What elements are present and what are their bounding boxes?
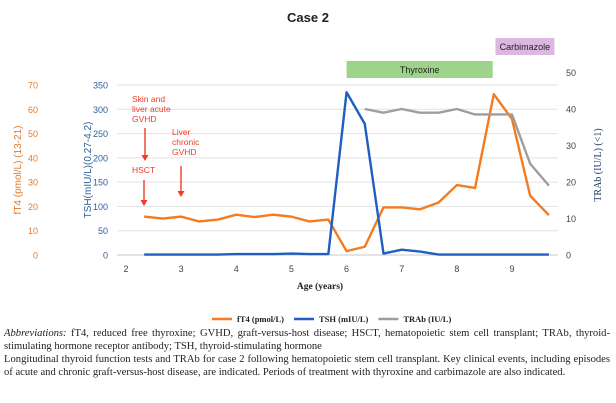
ft4-tick-label: 40 — [28, 153, 38, 163]
x-tick-label: 8 — [454, 264, 459, 274]
annotation-text: HSCT — [132, 165, 155, 175]
chart-title: Case 2 — [287, 10, 329, 25]
annotation-text: chronic — [172, 137, 200, 147]
ft4-tick-label: 30 — [28, 178, 38, 188]
trab-tick-label: 10 — [566, 214, 576, 224]
tsh-axis-title: TSH(mIU/L)(0.27-4.2) — [83, 122, 94, 219]
legend-label: fT4 (pmol/L) — [237, 314, 284, 324]
x-tick-label: 5 — [289, 264, 294, 274]
annotation-text: liver acute — [132, 104, 171, 114]
tsh-tick-label: 300 — [93, 105, 108, 115]
trab-tick-label: 0 — [566, 251, 571, 261]
ft4-tick-label: 10 — [28, 226, 38, 236]
trab-tick-label: 30 — [566, 141, 576, 151]
x-tick-label: 3 — [179, 264, 184, 274]
ft4-tick-label: 0 — [33, 251, 38, 261]
x-tick-label: 2 — [123, 264, 128, 274]
x-tick-label: 9 — [509, 264, 514, 274]
treatment-bar-thyroxine — [346, 61, 493, 78]
annotation-text: Skin and — [132, 94, 165, 104]
annotation-text: GVHD — [132, 114, 157, 124]
tsh-tick-label: 200 — [93, 153, 108, 163]
ft4-tick-label: 50 — [28, 129, 38, 139]
series-line-ft4 — [144, 93, 550, 253]
treatment-label: Carbimazole — [500, 42, 551, 52]
ft4-tick-label: 20 — [28, 202, 38, 212]
tsh-tick-label: 350 — [93, 81, 108, 91]
arrow-head-icon — [140, 200, 148, 206]
series-line-trab — [364, 107, 550, 187]
trab-tick-label: 50 — [566, 68, 576, 78]
tsh-tick-label: 0 — [103, 251, 108, 261]
tsh-tick-label: 150 — [93, 178, 108, 188]
x-tick-label: 7 — [399, 264, 404, 274]
arrow-head-icon — [177, 191, 185, 197]
ft4-tick-label: 60 — [28, 105, 38, 115]
abbreviations-text: fT4, reduced free thyroxine; GVHD, graft… — [4, 328, 610, 352]
arrow-head-icon — [141, 155, 149, 161]
trab-tick-label: 20 — [566, 178, 576, 188]
tsh-tick-label: 100 — [93, 202, 108, 212]
x-axis-title: Age (years) — [297, 281, 343, 292]
annotation-text: Liver — [172, 127, 191, 137]
line-chart: Case 20501001502002503003500102030405060… — [13, 10, 604, 324]
abbreviations-label: Abbreviations: — [4, 328, 67, 339]
annotation-text: GVHD — [172, 147, 197, 157]
abbreviations: Abbreviations: fT4, reduced free thyroxi… — [4, 327, 610, 353]
treatment-bar-carbimazole — [495, 38, 555, 55]
figure-description: Longitudinal thyroid function tests and … — [4, 354, 610, 378]
legend-label: TRAb (IU/L) — [403, 314, 451, 324]
figure-caption: Abbreviations: fT4, reduced free thyroxi… — [4, 327, 610, 379]
x-tick-label: 6 — [344, 264, 349, 274]
ft4-axis-title: fT4 (pmol/L) (13-21) — [13, 126, 24, 215]
ft4-tick-label: 70 — [28, 81, 38, 91]
x-tick-label: 4 — [234, 264, 239, 274]
tsh-tick-label: 50 — [98, 226, 108, 236]
tsh-tick-label: 250 — [93, 129, 108, 139]
trab-axis-title: TRAb (IU/L) (<1) — [593, 128, 604, 201]
trab-tick-label: 40 — [566, 105, 576, 115]
treatment-label: Thyroxine — [400, 65, 440, 75]
legend-label: TSH (mIU/L) — [319, 314, 369, 324]
series-line-tsh — [144, 91, 549, 256]
